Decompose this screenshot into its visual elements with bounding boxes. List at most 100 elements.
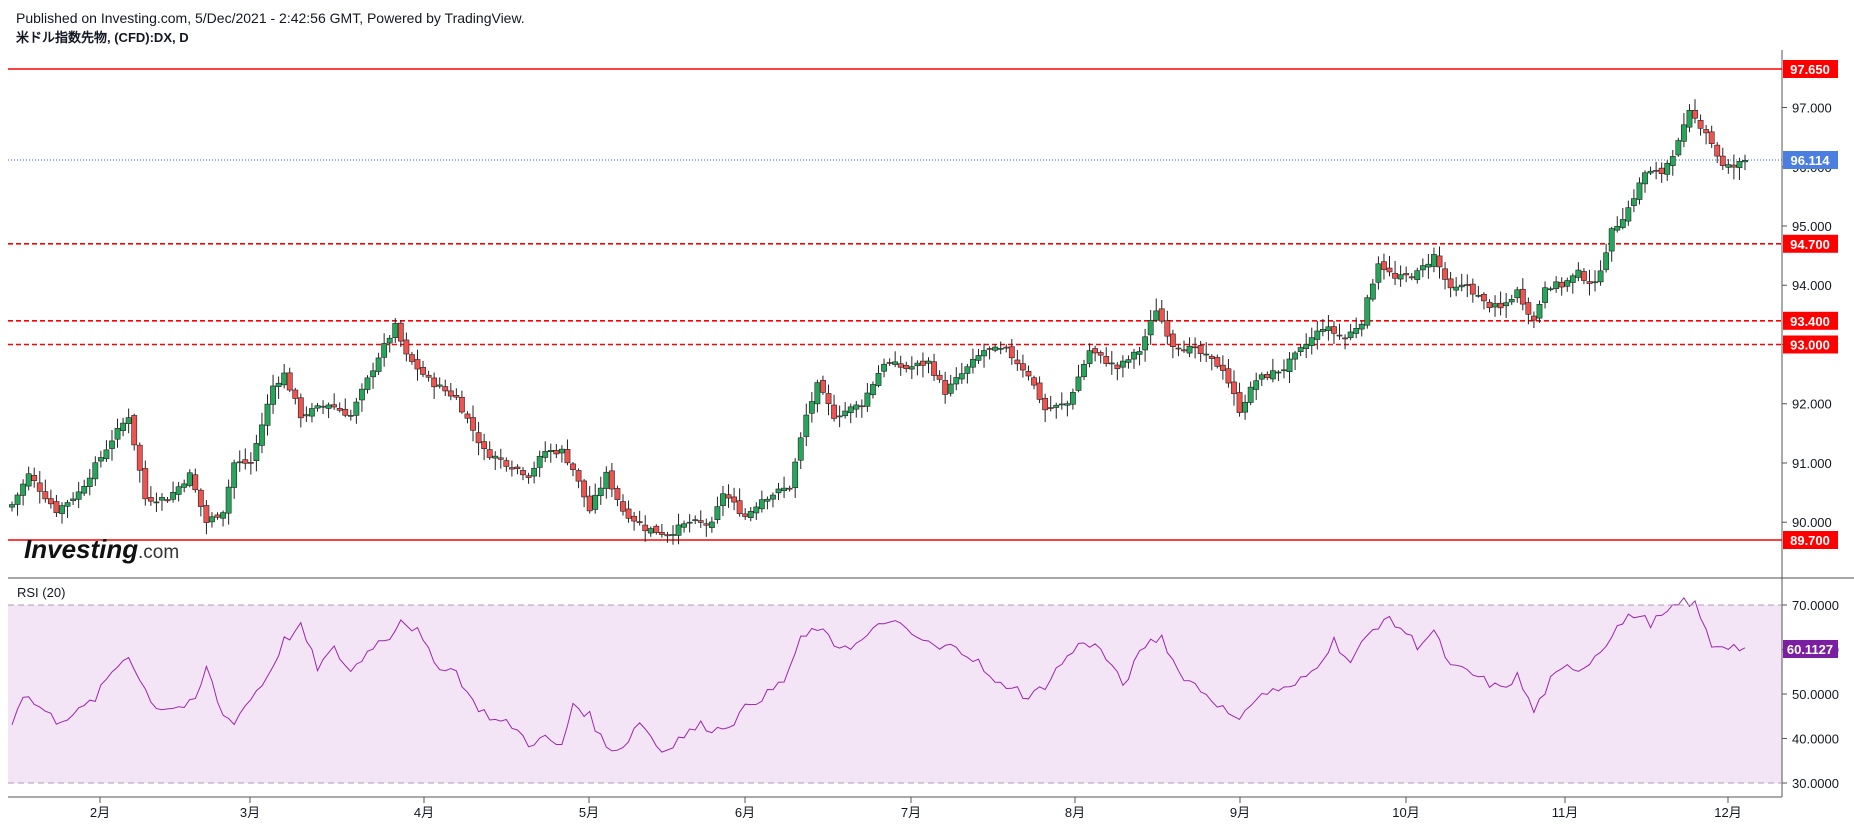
candle[interactable] <box>1730 154 1737 180</box>
candle[interactable] <box>1369 278 1376 302</box>
candle[interactable] <box>608 462 615 498</box>
candle[interactable] <box>881 358 887 378</box>
candle[interactable] <box>803 403 810 447</box>
candle[interactable] <box>170 481 176 503</box>
candle[interactable] <box>292 387 299 405</box>
candle[interactable] <box>381 333 388 367</box>
candle[interactable] <box>1197 340 1204 362</box>
candle[interactable] <box>1381 253 1387 280</box>
candle[interactable] <box>1653 161 1660 180</box>
candle[interactable] <box>25 466 32 491</box>
candle[interactable] <box>1031 375 1037 390</box>
candle[interactable] <box>1242 394 1248 420</box>
candle[interactable] <box>514 464 521 475</box>
candle[interactable] <box>914 360 921 376</box>
candle[interactable] <box>536 450 543 478</box>
candle[interactable] <box>1708 125 1715 148</box>
candle[interactable] <box>864 383 871 412</box>
candle[interactable] <box>136 442 143 483</box>
candle[interactable] <box>1058 392 1065 410</box>
candle[interactable] <box>1181 340 1187 353</box>
candle[interactable] <box>1519 278 1526 311</box>
candle[interactable] <box>831 394 837 422</box>
candle[interactable] <box>1658 162 1665 183</box>
candle[interactable] <box>808 391 815 423</box>
candle[interactable] <box>542 441 549 462</box>
candle[interactable] <box>636 510 643 526</box>
candle[interactable] <box>1386 255 1393 277</box>
candle[interactable] <box>620 494 626 516</box>
candle[interactable] <box>1536 300 1543 323</box>
candle[interactable] <box>1603 243 1610 273</box>
candle[interactable] <box>1192 337 1199 359</box>
candle[interactable] <box>925 357 932 374</box>
candle[interactable] <box>375 352 382 375</box>
candle[interactable] <box>731 487 737 511</box>
candle[interactable] <box>209 512 215 528</box>
candle[interactable] <box>642 515 649 542</box>
candle[interactable] <box>1553 276 1560 293</box>
candle[interactable] <box>1108 351 1115 375</box>
candle[interactable] <box>1142 328 1149 362</box>
candle[interactable] <box>120 417 126 437</box>
candle[interactable] <box>214 512 221 520</box>
candle[interactable] <box>1153 298 1160 323</box>
candle[interactable] <box>970 348 976 374</box>
candle[interactable] <box>886 358 893 366</box>
candle[interactable] <box>1225 358 1232 388</box>
candle[interactable] <box>897 355 904 376</box>
candle[interactable] <box>347 409 354 421</box>
candle[interactable] <box>125 408 132 434</box>
candle[interactable] <box>1669 150 1676 176</box>
candle[interactable] <box>1631 189 1637 213</box>
candle[interactable] <box>1486 299 1493 313</box>
candle[interactable] <box>1531 311 1537 329</box>
candle[interactable] <box>20 479 27 506</box>
candle[interactable] <box>1208 354 1215 371</box>
candle[interactable] <box>386 334 393 353</box>
candle[interactable] <box>870 381 876 399</box>
candle[interactable] <box>1053 402 1060 419</box>
candle[interactable] <box>464 411 471 424</box>
candle[interactable] <box>1253 372 1260 400</box>
candle[interactable] <box>853 400 860 418</box>
candle[interactable] <box>1514 286 1521 303</box>
candle[interactable] <box>14 492 21 516</box>
candle[interactable] <box>459 390 465 414</box>
candle[interactable] <box>1325 315 1332 341</box>
candle[interactable] <box>420 360 426 378</box>
candle[interactable] <box>1375 256 1382 290</box>
candle[interactable] <box>236 450 243 472</box>
candle[interactable] <box>697 510 704 528</box>
candle[interactable] <box>1236 382 1243 417</box>
candle[interactable] <box>1092 345 1099 362</box>
candle[interactable] <box>603 466 610 499</box>
candle[interactable] <box>1347 323 1354 341</box>
candle[interactable] <box>403 332 410 362</box>
candle[interactable] <box>475 421 482 456</box>
candle[interactable] <box>103 440 110 462</box>
candle[interactable] <box>109 429 115 461</box>
candle[interactable] <box>1214 354 1221 369</box>
candle[interactable] <box>775 482 782 500</box>
candle[interactable] <box>264 394 271 436</box>
candle[interactable] <box>675 513 682 545</box>
candle[interactable] <box>353 397 360 424</box>
candle[interactable] <box>1297 344 1304 357</box>
candle[interactable] <box>1697 114 1704 136</box>
candle[interactable] <box>686 514 693 533</box>
candle[interactable] <box>70 492 76 506</box>
candle[interactable] <box>1469 278 1476 303</box>
candle[interactable] <box>903 361 910 373</box>
candle[interactable] <box>159 493 165 511</box>
candle[interactable] <box>97 450 104 468</box>
candle[interactable] <box>1020 354 1026 378</box>
candle[interactable] <box>1447 271 1454 298</box>
candle[interactable] <box>1547 286 1554 292</box>
candle[interactable] <box>1042 393 1049 423</box>
candle[interactable] <box>470 405 476 442</box>
candle[interactable] <box>359 383 365 412</box>
candle[interactable] <box>31 467 38 488</box>
candle[interactable] <box>720 485 726 517</box>
